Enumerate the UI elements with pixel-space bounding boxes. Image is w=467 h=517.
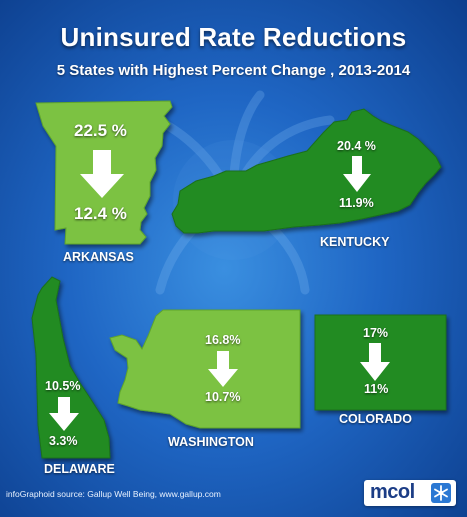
washington-down-arrow-icon <box>208 351 238 387</box>
page-subtitle: 5 States with Highest Percent Change , 2… <box>56 62 411 79</box>
delaware-from-rate: 10.5% <box>45 379 81 393</box>
colorado-to-rate: 11% <box>364 382 389 396</box>
arkansas-label: ARKANSAS <box>63 250 134 264</box>
arkansas-down-arrow-icon <box>80 150 124 198</box>
kentucky-from-rate: 20.4 % <box>337 139 376 153</box>
delaware-shape <box>31 276 111 459</box>
page-title: Uninsured Rate Reductions <box>60 22 407 52</box>
snowflake-icon <box>431 483 451 503</box>
kentucky-shape <box>171 108 442 234</box>
delaware-down-arrow-icon <box>49 397 79 431</box>
delaware-to-rate: 3.3% <box>49 434 78 448</box>
colorado-down-arrow-icon <box>360 343 390 381</box>
mcol-logo: mcol <box>364 480 456 506</box>
source-credit: infoGraphoid source: Gallup Well Being, … <box>6 489 221 499</box>
washington-to-rate: 10.7% <box>205 390 241 404</box>
colorado-from-rate: 17% <box>363 326 389 340</box>
arkansas-from-rate: 22.5 % <box>74 121 127 140</box>
kentucky-down-arrow-icon <box>343 156 371 192</box>
washington-shape <box>109 309 301 429</box>
kentucky-label: KENTUCKY <box>320 235 390 249</box>
washington-from-rate: 16.8% <box>205 333 241 347</box>
washington-label: WASHINGTON <box>168 435 254 449</box>
logo-text: mcol <box>370 481 415 503</box>
delaware-label: DELAWARE <box>44 462 115 476</box>
kentucky-to-rate: 11.9% <box>339 196 374 210</box>
arkansas-to-rate: 12.4 % <box>74 204 127 223</box>
colorado-label: COLORADO <box>339 412 412 426</box>
